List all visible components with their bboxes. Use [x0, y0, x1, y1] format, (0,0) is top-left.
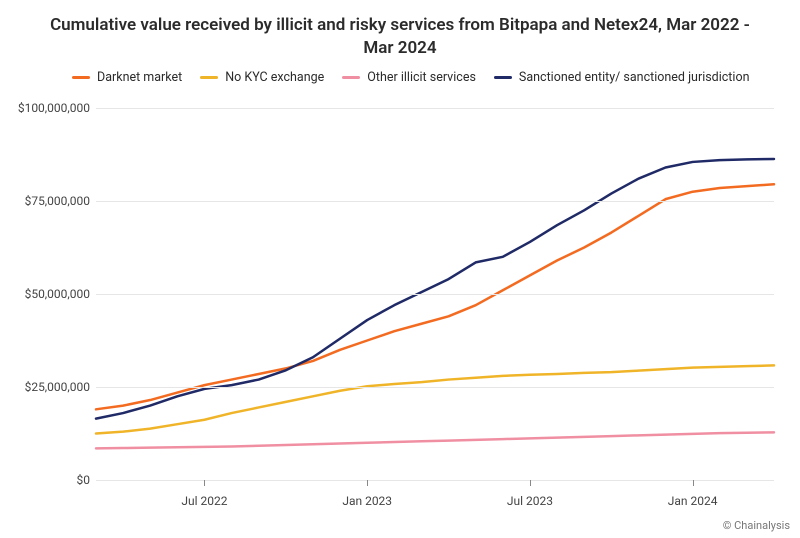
- legend-label: No KYC exchange: [225, 70, 324, 85]
- gridline: [96, 387, 774, 388]
- y-axis-label: $25,000,000: [25, 380, 96, 394]
- legend-swatch: [342, 76, 360, 79]
- x-axis-label: Jan 2024: [668, 480, 718, 508]
- gridline: [96, 294, 774, 295]
- legend-item: Sanctioned entity/ sanctioned jurisdicti…: [494, 70, 750, 85]
- legend-label: Other illicit services: [367, 70, 476, 85]
- legend-label: Sanctioned entity/ sanctioned jurisdicti…: [519, 70, 750, 85]
- gridline: [96, 108, 774, 109]
- y-axis-label: $50,000,000: [25, 287, 96, 301]
- plot-area: $0$25,000,000$50,000,000$75,000,000$100,…: [96, 108, 774, 480]
- chart-title: Cumulative value received by illicit and…: [0, 0, 800, 64]
- y-axis-label: $75,000,000: [25, 194, 96, 208]
- gridline: [96, 201, 774, 202]
- x-axis-label: Jul 2022: [181, 480, 227, 508]
- legend-item: Darknet market: [72, 70, 182, 85]
- legend-item: No KYC exchange: [200, 70, 324, 85]
- attribution: © Chainalysis: [723, 519, 790, 532]
- legend-swatch: [72, 76, 90, 79]
- series-line: [96, 365, 774, 433]
- series-line: [96, 184, 774, 409]
- legend-label: Darknet market: [97, 70, 182, 85]
- x-axis-label: Jul 2023: [507, 480, 553, 508]
- legend-swatch: [200, 76, 218, 79]
- legend: Darknet market No KYC exchange Other ill…: [0, 64, 800, 89]
- chart-container: Cumulative value received by illicit and…: [0, 0, 800, 538]
- y-axis-label: $100,000,000: [18, 101, 96, 115]
- y-axis-label: $0: [77, 473, 97, 487]
- series-line: [96, 432, 774, 448]
- legend-item: Other illicit services: [342, 70, 476, 85]
- legend-swatch: [494, 76, 512, 79]
- x-axis-label: Jan 2023: [342, 480, 392, 508]
